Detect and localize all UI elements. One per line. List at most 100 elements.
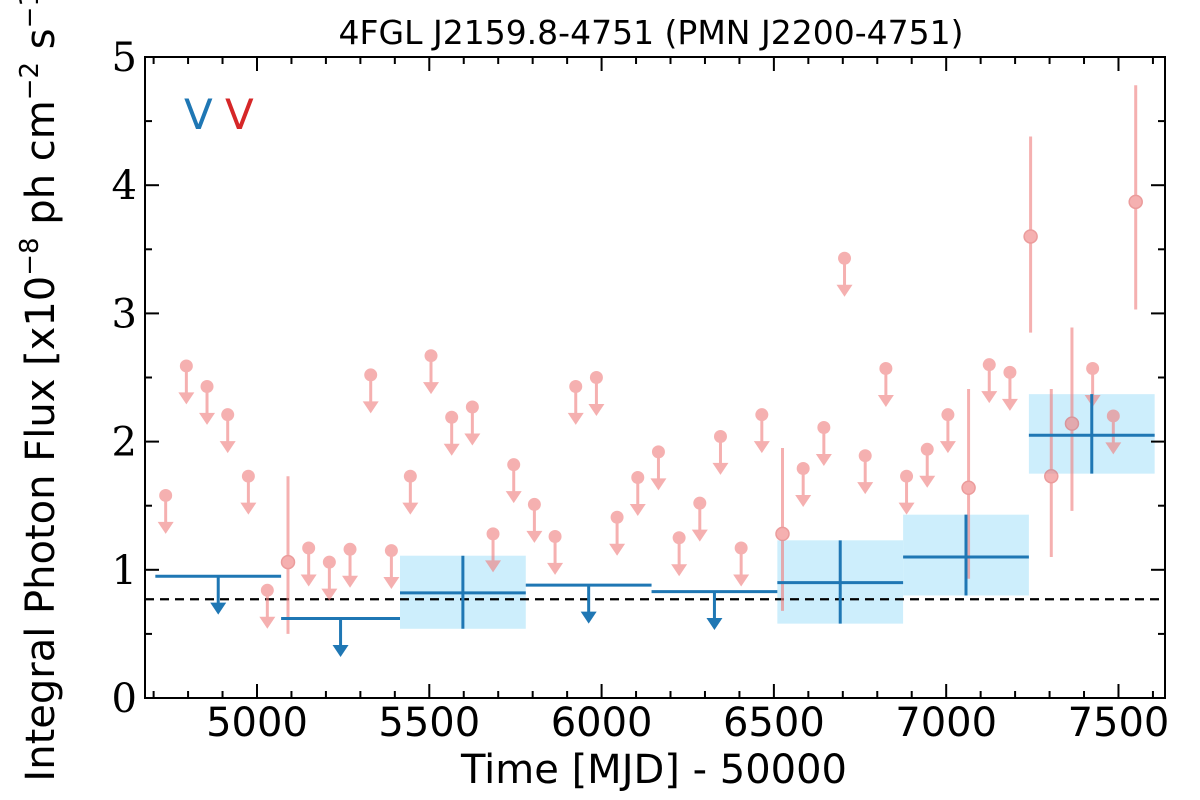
point-marker xyxy=(982,358,996,372)
upper-limit-arrowhead xyxy=(691,529,708,542)
bin-marker-blue xyxy=(155,574,282,615)
point-marker xyxy=(527,497,541,511)
y-tick-label: 1 xyxy=(112,548,137,594)
point-marker xyxy=(507,458,521,472)
data-point-red xyxy=(485,527,502,573)
point-marker xyxy=(941,408,955,422)
point-marker xyxy=(1044,468,1059,484)
upper-limit-arrowhead xyxy=(877,394,894,407)
data-point-red xyxy=(280,476,296,634)
point-marker xyxy=(589,371,603,384)
upper-limit-arrowhead xyxy=(240,502,257,515)
bin-marker-blue xyxy=(1028,394,1155,474)
point-marker xyxy=(1023,229,1038,244)
data-point-red xyxy=(712,429,729,475)
point-marker xyxy=(838,251,852,265)
data-point-red xyxy=(629,470,646,516)
data-point-red xyxy=(567,379,584,425)
upper-limit-arrowhead xyxy=(671,564,688,577)
point-marker xyxy=(734,541,748,555)
upper-limit-arrowhead xyxy=(712,462,729,475)
point-marker xyxy=(465,400,479,414)
point-marker xyxy=(200,379,214,393)
data-point-red xyxy=(464,400,481,446)
upper-limit-arrowhead xyxy=(259,616,276,629)
upper-limit-arrowhead xyxy=(753,441,770,454)
upper-limit-arrowhead xyxy=(157,521,174,534)
data-point-red xyxy=(321,555,338,601)
data-point-red xyxy=(1064,327,1080,511)
plot-area: 0 1 2 3 4 5 5000 5500 6000 6500 7000 7500 xyxy=(112,35,1170,746)
upper-limit-arrowhead xyxy=(526,530,543,543)
upper-limit-arrowhead xyxy=(423,382,440,395)
point-marker xyxy=(569,379,583,393)
bin-marker-blue xyxy=(400,555,526,629)
data-point-red xyxy=(815,420,832,466)
x-tick-label: 6000 xyxy=(551,700,653,746)
data-point-red xyxy=(383,544,400,590)
upper-limit-arrowhead xyxy=(362,401,379,414)
data-point-red xyxy=(691,496,708,542)
bin-marker-blue xyxy=(281,617,400,657)
upper-limit-arrowhead xyxy=(609,543,626,556)
data-point-red xyxy=(505,458,522,504)
data-point-red xyxy=(362,368,379,414)
data-point-red xyxy=(650,445,667,491)
point-marker xyxy=(693,496,707,510)
y-tick-label: 3 xyxy=(112,291,137,337)
point-marker xyxy=(755,408,769,422)
point-marker xyxy=(486,527,500,541)
point-marker xyxy=(1106,409,1120,423)
upper-limit-arrowhead xyxy=(547,562,564,575)
point-marker xyxy=(548,529,562,543)
data-point-red xyxy=(1105,409,1122,455)
point-marker xyxy=(858,449,872,463)
point-marker xyxy=(900,469,914,483)
upper-limit-arrowhead xyxy=(210,602,227,615)
point-marker xyxy=(672,531,686,545)
upper-limit-arrowhead xyxy=(795,494,812,507)
upper-limit-arrowhead xyxy=(857,482,874,495)
data-point-red xyxy=(733,541,750,587)
upper-limit-arrowhead xyxy=(199,412,216,425)
upper-limit-arrowhead xyxy=(443,443,460,456)
chart-title: 4FGL J2159.8-4751 (PMN J2200-4751) xyxy=(339,13,964,52)
point-marker xyxy=(241,469,255,483)
data-point-red xyxy=(402,469,419,515)
upper-limit-arrowhead xyxy=(588,403,605,416)
legend-item-red: V xyxy=(225,90,254,139)
data-point-red xyxy=(300,541,317,587)
data-point-red xyxy=(219,408,236,454)
data-point-red xyxy=(795,462,812,507)
data-point-red xyxy=(1023,136,1038,333)
upper-limit-arrowhead xyxy=(321,588,338,601)
data-point-red xyxy=(588,371,605,416)
data-point-red xyxy=(939,408,956,454)
point-marker xyxy=(879,362,893,376)
bin-marker-blue xyxy=(777,540,904,624)
point-marker xyxy=(796,462,810,476)
point-marker xyxy=(343,542,357,556)
data-point-red xyxy=(877,362,894,407)
data-point-red xyxy=(981,358,998,404)
upper-limit-arrowhead xyxy=(650,478,667,491)
x-tick-label: 5000 xyxy=(206,700,308,746)
upper-limit-arrowhead xyxy=(485,560,502,573)
point-marker xyxy=(445,410,459,424)
data-point-red xyxy=(526,497,543,543)
bin-marker-blue xyxy=(903,514,1029,596)
data-point-red xyxy=(443,410,460,456)
data-point-red xyxy=(199,379,216,425)
point-marker xyxy=(920,442,934,456)
data-point-red xyxy=(259,583,276,629)
data-point-red xyxy=(919,442,936,488)
point-marker xyxy=(1128,194,1143,210)
upper-limit-arrowhead xyxy=(567,412,584,425)
y-tick-label: 2 xyxy=(112,420,137,466)
point-marker xyxy=(713,429,727,443)
x-tick-label: 7000 xyxy=(895,700,997,746)
data-point-red xyxy=(423,349,440,395)
upper-limit-arrowhead xyxy=(332,644,349,657)
data-point-red xyxy=(609,510,626,556)
upper-limit-arrowhead xyxy=(898,502,915,515)
